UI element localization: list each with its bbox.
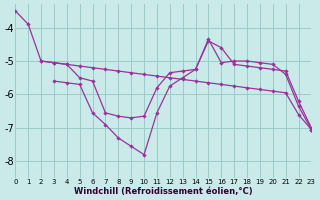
X-axis label: Windchill (Refroidissement éolien,°C): Windchill (Refroidissement éolien,°C) [74, 187, 253, 196]
